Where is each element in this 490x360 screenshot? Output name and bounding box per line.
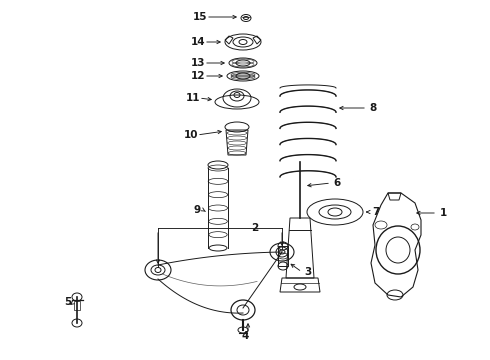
Text: 8: 8 — [369, 103, 377, 113]
Text: 7: 7 — [372, 207, 380, 217]
Text: 5: 5 — [64, 297, 72, 307]
Text: 9: 9 — [194, 205, 200, 215]
Text: 15: 15 — [193, 12, 207, 22]
Text: 3: 3 — [304, 267, 312, 277]
Text: 13: 13 — [191, 58, 205, 68]
Text: 4: 4 — [241, 331, 249, 341]
Text: 1: 1 — [440, 208, 446, 218]
Text: 6: 6 — [333, 178, 341, 188]
Text: 10: 10 — [184, 130, 198, 140]
Text: 2: 2 — [251, 223, 259, 233]
Text: 12: 12 — [191, 71, 205, 81]
Text: 11: 11 — [186, 93, 200, 103]
Text: 14: 14 — [191, 37, 205, 47]
